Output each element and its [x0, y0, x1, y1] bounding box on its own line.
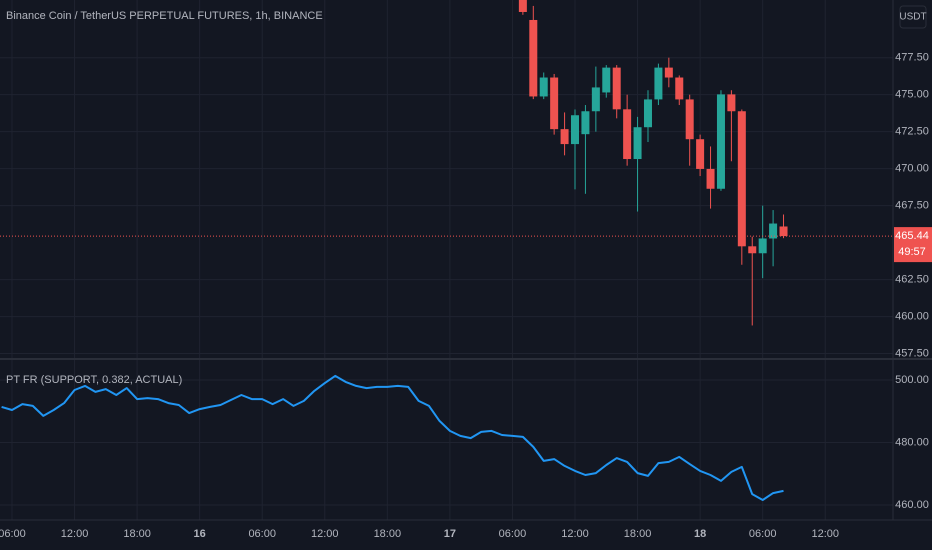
indicator-title: PT FR (SUPPORT, 0.382, ACTUAL): [6, 374, 182, 386]
x-tick-label: 06:00: [0, 528, 26, 540]
y-tick-label: 460.00: [895, 499, 929, 511]
y-tick-label: 475.00: [895, 89, 929, 101]
candle-body: [602, 67, 611, 93]
candle-body: [737, 111, 746, 247]
candle-body: [758, 238, 767, 254]
x-tick-label: 06:00: [248, 528, 276, 540]
currency-button[interactable]: [899, 5, 927, 29]
candle-body: [685, 99, 694, 140]
candle-body: [696, 139, 705, 169]
candle-body: [643, 99, 652, 128]
x-tick-label: 18:00: [374, 528, 402, 540]
y-tick-label: 462.50: [895, 274, 929, 286]
x-tick-label: 12:00: [561, 528, 589, 540]
candle-body: [612, 67, 621, 110]
candle-body: [727, 94, 736, 112]
x-tick-label: 17: [444, 528, 456, 540]
candle-body: [716, 94, 725, 189]
candle-body: [539, 77, 548, 97]
x-tick-label: 12:00: [311, 528, 339, 540]
currency-label[interactable]: USDT: [899, 12, 926, 23]
candle-body: [779, 226, 788, 237]
candle-body: [560, 129, 569, 145]
candle-body: [571, 115, 580, 145]
last-price-box: [894, 227, 932, 263]
candle-body: [529, 19, 538, 97]
candle-body: [623, 109, 632, 160]
countdown-label: 49:57: [898, 246, 926, 258]
y-tick-label: 467.50: [895, 200, 929, 212]
candle-body: [675, 77, 684, 100]
x-tick-label: 12:00: [811, 528, 839, 540]
candle-body: [550, 77, 559, 130]
x-tick-label: 16: [194, 528, 206, 540]
y-tick-label: 460.00: [895, 310, 929, 322]
candle-body: [518, 0, 527, 12]
indicator-line: [1, 374, 784, 501]
x-tick-label: 06:00: [499, 528, 527, 540]
candle-body: [581, 111, 590, 135]
candle-body: [654, 67, 663, 100]
candle-body: [769, 223, 778, 239]
y-tick-label: 477.50: [895, 52, 929, 64]
candle-body: [664, 67, 673, 78]
candle-body: [591, 87, 600, 112]
y-tick-label: 470.00: [895, 163, 929, 175]
pane: [0, 360, 893, 520]
x-tick-label: 18: [694, 528, 706, 540]
x-tick-label: 18:00: [123, 528, 151, 540]
candle-body: [633, 127, 642, 160]
y-tick-label: 480.00: [895, 436, 929, 448]
y-tick-label: 500.00: [895, 374, 929, 386]
chart-title: Binance Coin / TetherUS PERPETUAL FUTURE…: [6, 10, 323, 22]
x-tick-label: 06:00: [749, 528, 777, 540]
x-tick-label: 18:00: [624, 528, 652, 540]
last-price-label: 465.44: [895, 230, 929, 242]
y-tick-label: 472.50: [895, 126, 929, 138]
x-tick-label: 12:00: [61, 528, 89, 540]
pane: [0, 0, 893, 358]
candle-body: [706, 168, 715, 189]
y-tick-label: 457.50: [895, 347, 929, 359]
candle-body: [748, 246, 757, 254]
